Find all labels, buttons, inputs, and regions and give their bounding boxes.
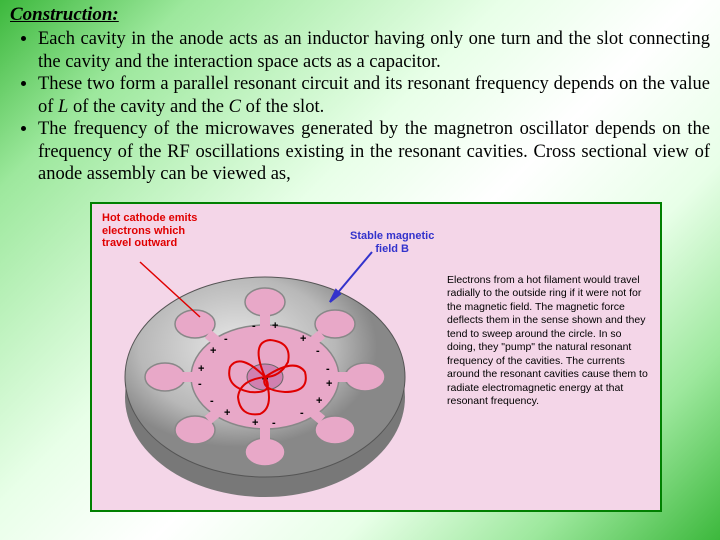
figure-container: Hot cathode emitselectrons whichtravel o… (90, 202, 662, 512)
svg-text:+: + (300, 333, 306, 345)
bullet-1: Each cavity in the anode acts as an indu… (38, 28, 710, 73)
bullet-list: Each cavity in the anode acts as an indu… (10, 28, 710, 186)
bullet-2: These two form a parallel resonant circu… (38, 73, 710, 118)
svg-text:+: + (210, 345, 216, 357)
figure-description: Electrons from a hot filament would trav… (447, 274, 650, 408)
svg-text:+: + (326, 378, 332, 390)
svg-text:-: - (300, 407, 304, 419)
section-heading: Construction: (10, 4, 710, 26)
svg-text:-: - (272, 417, 276, 429)
svg-text:-: - (252, 320, 256, 332)
svg-text:+: + (252, 417, 258, 429)
svg-text:-: - (326, 363, 330, 375)
svg-text:-: - (198, 378, 202, 390)
bullet-3: The frequency of the microwaves generate… (38, 118, 710, 186)
svg-text:-: - (210, 395, 214, 407)
svg-text:+: + (272, 320, 278, 332)
svg-text:+: + (316, 395, 322, 407)
svg-text:-: - (224, 333, 228, 345)
svg-text:+: + (198, 363, 204, 375)
magnetron-diagram: - -+ +- -+ +- -+ +- -+ +- (100, 242, 442, 507)
svg-text:+: + (224, 407, 230, 419)
svg-text:-: - (316, 345, 320, 357)
